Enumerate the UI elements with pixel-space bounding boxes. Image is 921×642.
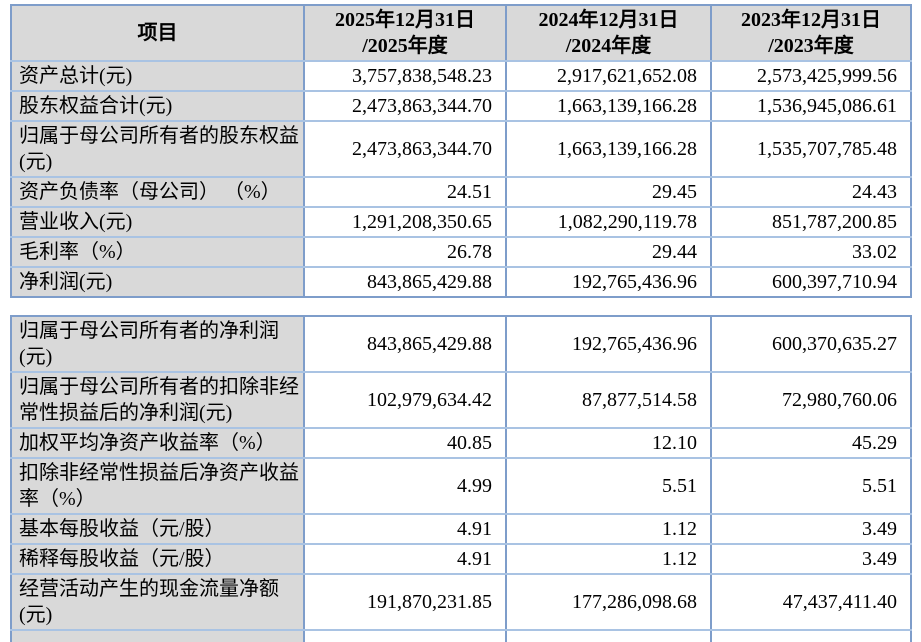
row-label: 净利润(元) [10, 266, 305, 298]
header-period-2025-cell: 2025年12月31日 /2025年度 [303, 4, 507, 62]
value-2024: 192,765,436.96 [505, 315, 712, 373]
value-2025: 1,291,208,350.65 [303, 206, 507, 238]
row-label: 股东权益合计(元) [10, 90, 305, 122]
value-2024: 1,663,139,166.28 [505, 90, 712, 122]
table-row: 毛利率（%） 26.78 29.44 33.02 [10, 236, 912, 268]
table-row: 基本每股收益（元/股） 4.91 1.12 3.49 [10, 513, 912, 545]
header-item-cell: 项目 [10, 4, 305, 62]
value-2023: 24.43 [710, 176, 912, 208]
financial-table-profit-metrics: 归属于母公司所有者的净利润(元) 843,865,429.88 192,765,… [10, 315, 912, 642]
row-label: 归属于母公司所有者的扣除非经常性损益后的净利润(元) [10, 371, 305, 429]
value-2025: 843,865,429.88 [303, 315, 507, 373]
value-2024: 1,082,290,119.78 [505, 206, 712, 238]
partial-row-cutoff [10, 629, 912, 642]
value-2023: 1,536,945,086.61 [710, 90, 912, 122]
value-2025: 3,757,838,548.23 [303, 60, 507, 92]
value-2025: 2,473,863,344.70 [303, 120, 507, 178]
table-row: 资产负债率（母公司） （%） 24.51 29.45 24.43 [10, 176, 912, 208]
header-period-2023-line1: 2023年12月31日 [741, 9, 881, 31]
value-2024: 1.12 [505, 543, 712, 575]
row-label: 归属于母公司所有者的净利润(元) [10, 315, 305, 373]
table-row: 经营活动产生的现金流量净额(元) 191,870,231.85 177,286,… [10, 573, 912, 631]
header-period-2025-line1: 2025年12月31日 [335, 9, 475, 31]
value-2023: 45.29 [710, 427, 912, 459]
value-2023: 1,535,707,785.48 [710, 120, 912, 178]
row-label [10, 629, 305, 642]
value-2025: 843,865,429.88 [303, 266, 507, 298]
header-period-2025-line2: /2025年度 [362, 35, 448, 57]
value-2024: 12.10 [505, 427, 712, 459]
row-label: 基本每股收益（元/股） [10, 513, 305, 545]
value-2025 [303, 629, 507, 642]
table-row: 加权平均净资产收益率（%） 40.85 12.10 45.29 [10, 427, 912, 459]
value-2024: 29.45 [505, 176, 712, 208]
value-2025: 4.91 [303, 513, 507, 545]
value-2024: 177,286,098.68 [505, 573, 712, 631]
row-label: 经营活动产生的现金流量净额(元) [10, 573, 305, 631]
value-2023: 3.49 [710, 513, 912, 545]
value-2025: 4.91 [303, 543, 507, 575]
value-2024: 29.44 [505, 236, 712, 268]
value-2023: 2,573,425,999.56 [710, 60, 912, 92]
value-2025: 40.85 [303, 427, 507, 459]
header-period-2024-line2: /2024年度 [565, 35, 652, 57]
value-2023: 5.51 [710, 457, 912, 515]
value-2024: 2,917,621,652.08 [505, 60, 712, 92]
row-label: 稀释每股收益（元/股） [10, 543, 305, 575]
row-label: 营业收入(元) [10, 206, 305, 238]
value-2024: 5.51 [505, 457, 712, 515]
row-label: 扣除非经常性损益后净资产收益率（%） [10, 457, 305, 515]
value-2023: 600,370,635.27 [710, 315, 912, 373]
table-row: 资产总计(元) 3,757,838,548.23 2,917,621,652.0… [10, 60, 912, 92]
row-label: 加权平均净资产收益率（%） [10, 427, 305, 459]
value-2024: 1,663,139,166.28 [505, 120, 712, 178]
value-2025: 26.78 [303, 236, 507, 268]
row-label: 毛利率（%） [10, 236, 305, 268]
value-2023: 33.02 [710, 236, 912, 268]
header-period-2023-line2: /2023年度 [768, 35, 854, 57]
value-2024: 1.12 [505, 513, 712, 545]
table-row: 归属于母公司所有者的扣除非经常性损益后的净利润(元) 102,979,634.4… [10, 371, 912, 429]
value-2023: 72,980,760.06 [710, 371, 912, 429]
value-2025: 2,473,863,344.70 [303, 90, 507, 122]
value-2025: 4.99 [303, 457, 507, 515]
row-label: 资产总计(元) [10, 60, 305, 92]
value-2023: 3.49 [710, 543, 912, 575]
value-2023: 851,787,200.85 [710, 206, 912, 238]
value-2024 [505, 629, 712, 642]
table-row: 稀释每股收益（元/股） 4.91 1.12 3.49 [10, 543, 912, 575]
value-2024: 192,765,436.96 [505, 266, 712, 298]
value-2025: 191,870,231.85 [303, 573, 507, 631]
row-label: 资产负债率（母公司） （%） [10, 176, 305, 208]
table-header-row: 项目 2025年12月31日 /2025年度 2024年12月31日 /2024… [10, 4, 912, 62]
table-row: 归属于母公司所有者的净利润(元) 843,865,429.88 192,765,… [10, 315, 912, 373]
value-2023: 47,437,411.40 [710, 573, 912, 631]
value-2024: 87,877,514.58 [505, 371, 712, 429]
header-period-2024-cell: 2024年12月31日 /2024年度 [505, 4, 712, 62]
table-row: 股东权益合计(元) 2,473,863,344.70 1,663,139,166… [10, 90, 912, 122]
table-row: 扣除非经常性损益后净资产收益率（%） 4.99 5.51 5.51 [10, 457, 912, 515]
header-period-2023-cell: 2023年12月31日 /2023年度 [710, 4, 912, 62]
value-2025: 102,979,634.42 [303, 371, 507, 429]
value-2023: 600,397,710.94 [710, 266, 912, 298]
financial-table-balance-sheet: 项目 2025年12月31日 /2025年度 2024年12月31日 /2024… [10, 4, 912, 298]
value-2025: 24.51 [303, 176, 507, 208]
header-period-2024-line1: 2024年12月31日 [538, 9, 679, 31]
table-row: 营业收入(元) 1,291,208,350.65 1,082,290,119.7… [10, 206, 912, 238]
value-2023 [710, 629, 912, 642]
row-label: 归属于母公司所有者的股东权益(元) [10, 120, 305, 178]
table-row: 净利润(元) 843,865,429.88 192,765,436.96 600… [10, 266, 912, 298]
table-row: 归属于母公司所有者的股东权益(元) 2,473,863,344.70 1,663… [10, 120, 912, 178]
